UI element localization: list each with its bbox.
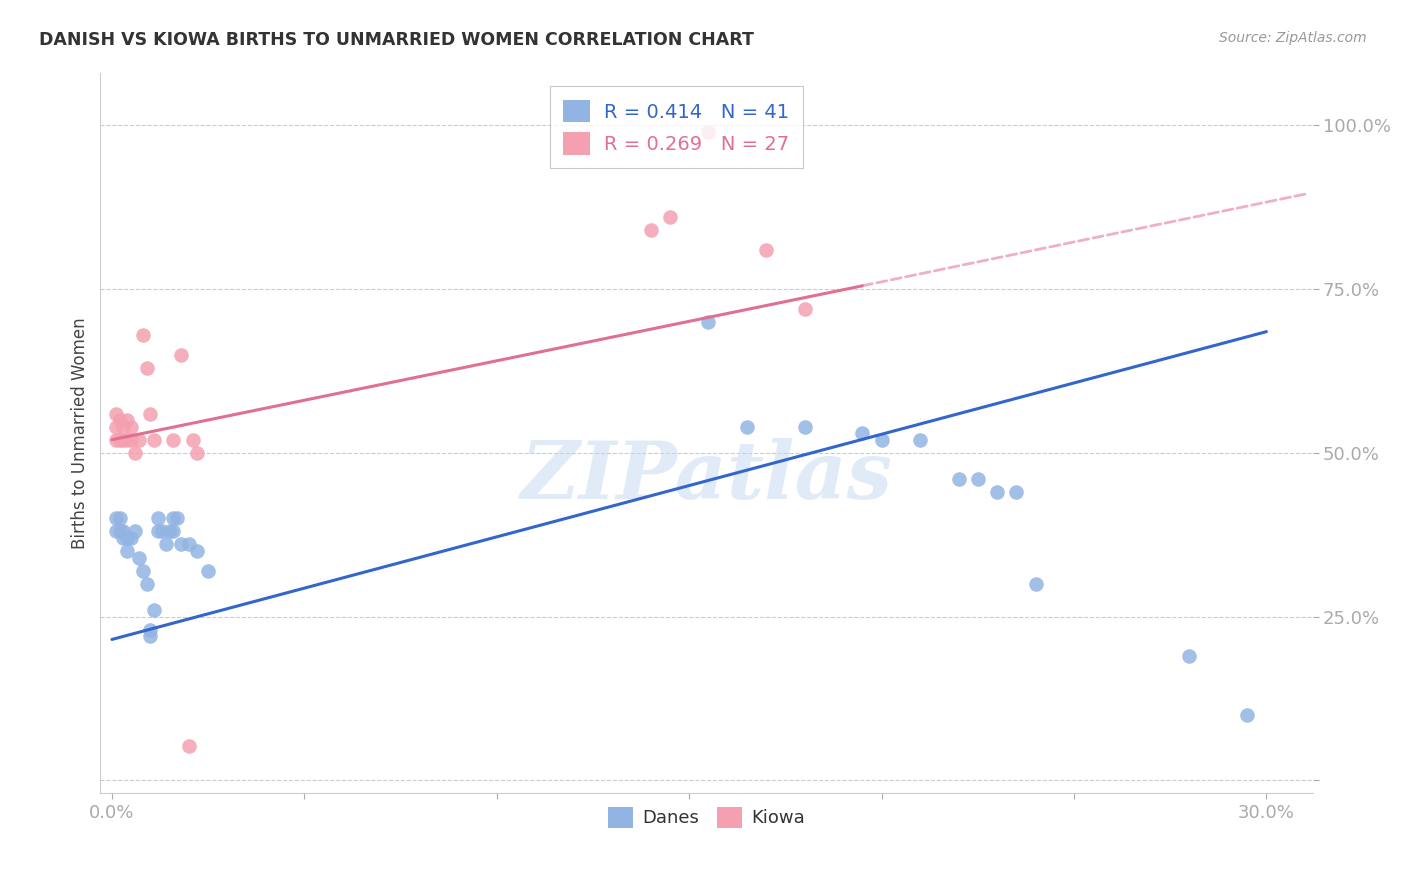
Text: ZIPatlas: ZIPatlas	[520, 438, 893, 516]
Point	[1005, 485, 1028, 500]
Point	[181, 433, 204, 447]
Point	[135, 360, 157, 375]
Point	[640, 223, 662, 237]
Point	[108, 413, 131, 427]
Legend: Danes, Kiowa: Danes, Kiowa	[600, 799, 813, 835]
Point	[120, 433, 142, 447]
Point	[104, 419, 127, 434]
Point	[146, 511, 169, 525]
Point	[139, 623, 162, 637]
Point	[948, 472, 970, 486]
Text: Source: ZipAtlas.com: Source: ZipAtlas.com	[1219, 31, 1367, 45]
Point	[117, 433, 139, 447]
Point	[908, 433, 931, 447]
Point	[697, 125, 720, 139]
Point	[155, 537, 177, 551]
Text: DANISH VS KIOWA BIRTHS TO UNMARRIED WOMEN CORRELATION CHART: DANISH VS KIOWA BIRTHS TO UNMARRIED WOME…	[39, 31, 754, 49]
Point	[186, 446, 208, 460]
Point	[186, 544, 208, 558]
Point	[131, 564, 153, 578]
Point	[124, 524, 146, 539]
Point	[177, 537, 200, 551]
Point	[966, 472, 988, 486]
Point	[170, 348, 193, 362]
Point	[120, 531, 142, 545]
Point	[104, 511, 127, 525]
Point	[117, 531, 139, 545]
Point	[139, 629, 162, 643]
Point	[108, 511, 131, 525]
Point	[870, 433, 893, 447]
Point	[162, 433, 184, 447]
Point	[135, 576, 157, 591]
Point	[104, 524, 127, 539]
Point	[146, 524, 169, 539]
Point	[112, 433, 135, 447]
Point	[131, 327, 153, 342]
Point	[162, 511, 184, 525]
Point	[851, 426, 873, 441]
Point	[755, 243, 778, 257]
Point	[112, 524, 135, 539]
Point	[658, 210, 681, 224]
Point	[986, 485, 1008, 500]
Point	[128, 433, 150, 447]
Point	[177, 739, 200, 754]
Point	[139, 407, 162, 421]
Point	[104, 407, 127, 421]
Point	[143, 603, 166, 617]
Point	[128, 550, 150, 565]
Point	[735, 419, 758, 434]
Point	[166, 511, 188, 525]
Point	[697, 315, 720, 329]
Point	[112, 531, 135, 545]
Point	[124, 446, 146, 460]
Point	[117, 413, 139, 427]
Point	[1024, 576, 1046, 591]
Point	[793, 419, 815, 434]
Point	[170, 537, 193, 551]
Point	[117, 544, 139, 558]
Point	[197, 564, 219, 578]
Point	[1178, 648, 1201, 663]
Point	[112, 419, 135, 434]
Point	[793, 301, 815, 316]
Point	[104, 433, 127, 447]
Y-axis label: Births to Unmarried Women: Births to Unmarried Women	[72, 318, 89, 549]
Point	[1236, 707, 1258, 722]
Point	[159, 524, 181, 539]
Point	[108, 524, 131, 539]
Point	[120, 419, 142, 434]
Point	[162, 524, 184, 539]
Point	[150, 524, 173, 539]
Point	[143, 433, 166, 447]
Point	[108, 433, 131, 447]
